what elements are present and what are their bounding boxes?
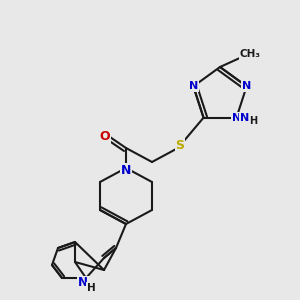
Text: N: N [232,113,241,123]
Text: S: S [176,139,184,152]
Text: H: H [249,116,257,126]
Text: N: N [189,81,198,91]
Text: O: O [100,130,110,143]
Text: H: H [87,283,95,293]
Text: N: N [121,164,131,176]
Text: N: N [242,81,251,91]
Text: N: N [78,277,88,290]
Text: N: N [240,113,249,123]
Text: CH₃: CH₃ [239,49,260,59]
